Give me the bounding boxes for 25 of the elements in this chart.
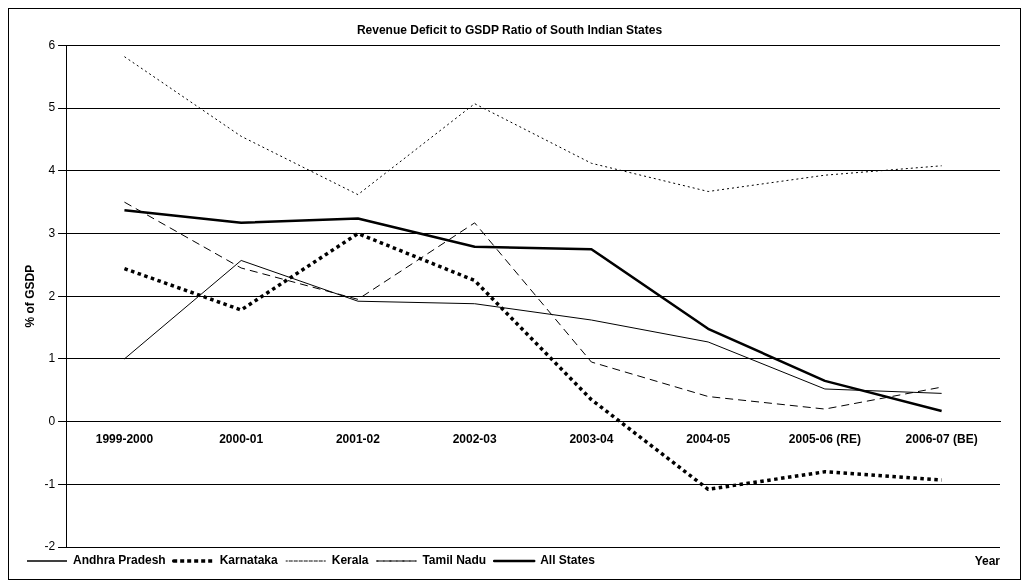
x-axis-title: Year bbox=[974, 554, 1001, 569]
legend-label: All States bbox=[540, 553, 596, 568]
x-tick-label: 2004-05 bbox=[686, 432, 731, 447]
x-tick-label: 2003-04 bbox=[569, 432, 614, 447]
y-tick-label: 6 bbox=[48, 37, 56, 52]
y-tick-label: 5 bbox=[48, 100, 56, 115]
y-tick-label: 3 bbox=[48, 225, 56, 240]
x-tick-label: 2000-01 bbox=[219, 432, 264, 447]
legend-label: Tamil Nadu bbox=[422, 553, 487, 568]
y-tick-label: 0 bbox=[48, 413, 56, 428]
x-tick-label: 1999-2000 bbox=[95, 432, 154, 447]
y-tick-label: 1 bbox=[48, 351, 56, 366]
y-tick-label: 4 bbox=[48, 163, 56, 178]
y-tick-label: -2 bbox=[44, 539, 56, 554]
x-tick-label: 2002-03 bbox=[452, 432, 498, 447]
legend-label: Kerala bbox=[331, 553, 369, 568]
y-axis-title: % of GSDP bbox=[22, 264, 37, 328]
x-tick-label: 2005-06 (RE) bbox=[788, 432, 861, 447]
legend-label: Karnataka bbox=[219, 553, 279, 568]
chart-title: Revenue Deficit to GSDP Ratio of South Indian States bbox=[356, 22, 663, 37]
y-tick-label: -1 bbox=[44, 476, 56, 491]
x-tick-label: 2006-07 (BE) bbox=[905, 432, 978, 447]
y-tick-label: 2 bbox=[48, 288, 56, 303]
x-tick-label: 2001-02 bbox=[335, 432, 381, 447]
legend-label: Andhra Pradesh bbox=[73, 553, 166, 568]
